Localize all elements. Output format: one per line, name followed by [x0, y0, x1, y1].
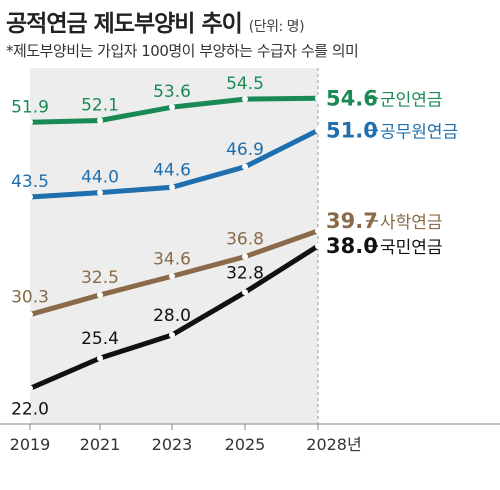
series-name-label: 공무원연금 — [380, 122, 458, 142]
data-point — [27, 194, 33, 201]
data-point — [315, 243, 321, 249]
data-point — [27, 385, 33, 392]
x-tick-label: 2028년 — [306, 435, 361, 454]
data-point — [169, 184, 175, 191]
x-tick-label: 2025 — [225, 435, 266, 454]
data-point — [242, 253, 248, 260]
x-tick-label: 2019 — [10, 435, 51, 454]
data-point — [169, 332, 175, 338]
data-point — [242, 163, 248, 170]
data-label: 22.0 — [11, 399, 49, 419]
data-point — [27, 311, 33, 318]
data-label: 28.0 — [153, 306, 191, 326]
data-point — [242, 289, 248, 296]
data-label: 36.8 — [226, 230, 264, 250]
data-label: 53.6 — [153, 82, 191, 102]
data-point — [315, 227, 321, 234]
data-point — [242, 96, 248, 103]
data-point — [315, 127, 321, 134]
data-point — [97, 291, 103, 298]
x-tick-label: 2021 — [80, 435, 121, 454]
data-point — [27, 119, 33, 126]
data-label: 46.9 — [226, 140, 264, 160]
data-label: 52.1 — [81, 96, 119, 116]
series-name-label: 국민연금 — [380, 238, 443, 258]
data-label: 25.4 — [81, 329, 119, 349]
data-label: 32.8 — [226, 263, 264, 283]
x-tick-label: 2023 — [152, 435, 193, 454]
unit-label: (단위: 명) — [248, 19, 305, 35]
data-point — [169, 273, 175, 280]
data-point — [169, 104, 175, 111]
data-label: 44.0 — [81, 168, 119, 188]
data-point — [97, 189, 103, 196]
data-point — [97, 117, 103, 124]
data-point — [315, 95, 321, 102]
chart-subtitle: *제도부양비는 가입자 100명이 부양하는 수급자 수를 의미 — [6, 42, 359, 60]
data-label: 32.5 — [81, 268, 119, 288]
series-name-label: 군인연금 — [380, 90, 443, 110]
data-label: 43.5 — [11, 172, 49, 192]
chart-title-text: 공적연금 제도부양비 추이 — [6, 11, 243, 37]
data-label: 30.3 — [11, 288, 49, 308]
chart-title: 공적연금 제도부양비 추이 (단위: 명) — [6, 4, 305, 38]
data-point — [97, 355, 103, 362]
data-label: 44.6 — [153, 160, 191, 180]
data-label: 51.9 — [11, 97, 49, 117]
data-label: 54.5 — [226, 74, 264, 94]
series-name-label: 사학연금 — [380, 213, 443, 233]
data-label: 34.6 — [153, 249, 191, 269]
